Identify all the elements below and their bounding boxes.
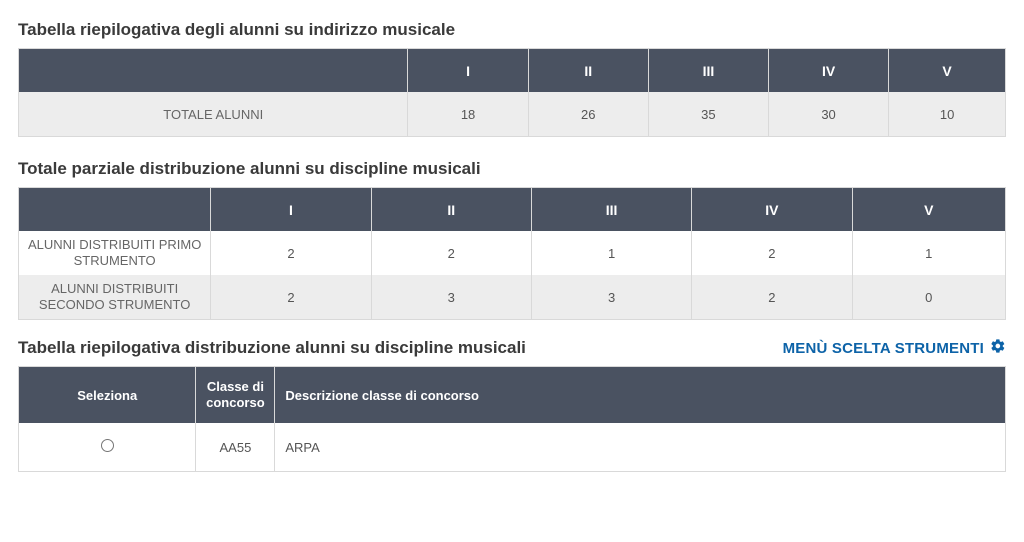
- table1-cell: 35: [649, 92, 769, 136]
- table2-header-row: I II III IV V: [19, 188, 1005, 231]
- table3-title-row: Tabella riepilogativa distribuzione alun…: [18, 338, 1006, 358]
- table2: I II III IV V ALUNNI DISTRIBUITI PRIMO S…: [18, 187, 1006, 320]
- table1: I II III IV V TOTALE ALUNNI 18 26 35 30 …: [18, 48, 1006, 137]
- table1-col-5: V: [889, 49, 1005, 92]
- gear-icon: [990, 338, 1006, 358]
- table3-col-descrizione: Descrizione classe di concorso: [275, 367, 1005, 423]
- table3: Seleziona Classe di concorso Descrizione…: [18, 366, 1006, 472]
- menu-link-label: MENÙ SCELTA STRUMENTI: [783, 340, 984, 357]
- table3-row: AA55 ARPA: [19, 423, 1005, 471]
- table2-cell: 2: [692, 231, 852, 275]
- table2-title: Totale parziale distribuzione alunni su …: [18, 159, 1006, 179]
- table2-cell: 2: [211, 231, 371, 275]
- table2-col-3: III: [532, 188, 692, 231]
- table1-header-row: I II III IV V: [19, 49, 1005, 92]
- table2-col-5: V: [853, 188, 1005, 231]
- table2-cell: 1: [853, 231, 1005, 275]
- table1-col-3: III: [649, 49, 769, 92]
- table2-cell: 0: [853, 275, 1005, 319]
- table3-header-row: Seleziona Classe di concorso Descrizione…: [19, 367, 1005, 423]
- table3-title: Tabella riepilogativa distribuzione alun…: [18, 338, 526, 358]
- table2-col-4: IV: [692, 188, 852, 231]
- table2-row-label: ALUNNI DISTRIBUITI PRIMO STRUMENTO: [19, 231, 211, 275]
- table2-col-blank: [19, 188, 211, 231]
- table2-row-label: ALUNNI DISTRIBUITI SECONDO STRUMENTO: [19, 275, 211, 319]
- table2-col-1: I: [211, 188, 371, 231]
- table1-col-2: II: [529, 49, 649, 92]
- table2-cell: 2: [211, 275, 371, 319]
- table2-cell: 3: [532, 275, 692, 319]
- table2-cell: 2: [692, 275, 852, 319]
- table1-col-4: IV: [769, 49, 889, 92]
- table1-cell: 10: [889, 92, 1005, 136]
- table1-cell: 18: [408, 92, 528, 136]
- table3-code-cell: AA55: [196, 423, 275, 471]
- table3-desc-cell: ARPA: [275, 423, 1005, 471]
- table2-row-secondo: ALUNNI DISTRIBUITI SECONDO STRUMENTO 2 3…: [19, 275, 1005, 319]
- table3-col-classe: Classe di concorso: [196, 367, 275, 423]
- table2-cell: 1: [532, 231, 692, 275]
- table1-row-totale: TOTALE ALUNNI 18 26 35 30 10: [19, 92, 1005, 136]
- table2-cell: 2: [372, 231, 532, 275]
- table2-col-2: II: [372, 188, 532, 231]
- table2-cell: 3: [372, 275, 532, 319]
- table1-row-label: TOTALE ALUNNI: [19, 92, 408, 136]
- table1-cell: 26: [529, 92, 649, 136]
- table1-col-1: I: [408, 49, 528, 92]
- table1-col-blank: [19, 49, 408, 92]
- table2-row-primo: ALUNNI DISTRIBUITI PRIMO STRUMENTO 2 2 1…: [19, 231, 1005, 275]
- select-row-radio[interactable]: [101, 439, 114, 452]
- table3-radio-cell: [19, 423, 196, 471]
- table1-title: Tabella riepilogativa degli alunni su in…: [18, 20, 1006, 40]
- table3-col-seleziona: Seleziona: [19, 367, 196, 423]
- table1-cell: 30: [769, 92, 889, 136]
- menu-scelta-strumenti-link[interactable]: MENÙ SCELTA STRUMENTI: [783, 338, 1006, 358]
